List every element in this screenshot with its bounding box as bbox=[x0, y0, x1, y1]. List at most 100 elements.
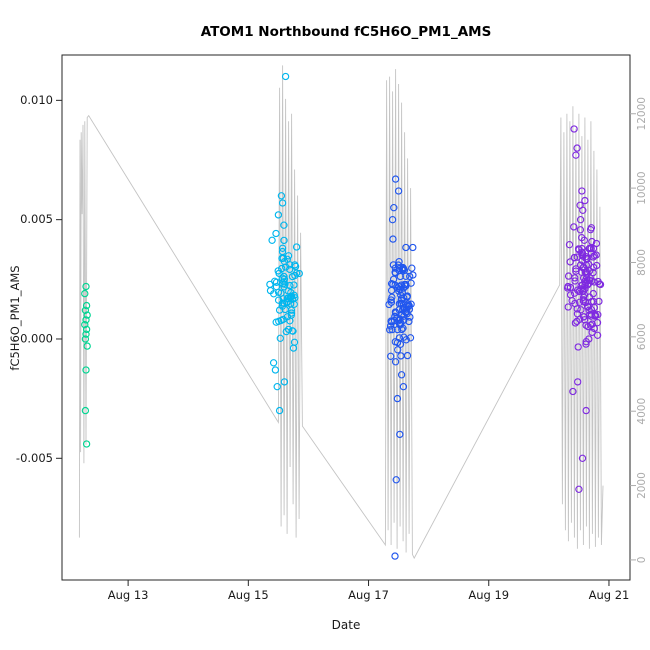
data-point bbox=[572, 151, 580, 159]
data-point bbox=[594, 311, 602, 319]
data-point bbox=[284, 287, 292, 295]
data-point bbox=[587, 249, 596, 257]
data-point bbox=[570, 125, 578, 133]
data-point bbox=[582, 340, 590, 348]
y-left-tick-label: -0.005 bbox=[16, 451, 53, 465]
data-point bbox=[282, 263, 290, 271]
data-point bbox=[394, 187, 403, 195]
data-point bbox=[579, 206, 587, 214]
data-point bbox=[566, 258, 574, 266]
data-point bbox=[81, 306, 90, 314]
x-tick-label: Aug 17 bbox=[348, 588, 389, 602]
x-axis: Aug 13 Aug 15 Aug 17 Aug 19 Aug 21 bbox=[108, 580, 630, 602]
data-point bbox=[280, 278, 288, 286]
data-point bbox=[291, 261, 299, 269]
data-point bbox=[280, 272, 288, 281]
data-point bbox=[402, 280, 410, 289]
data-point bbox=[280, 299, 288, 308]
data-point bbox=[387, 280, 396, 288]
data-point bbox=[589, 268, 597, 277]
data-point bbox=[592, 251, 600, 259]
data-point bbox=[287, 311, 295, 319]
data-point bbox=[269, 359, 278, 367]
y-axis-label: fC5H6O_PM1_AMS bbox=[8, 265, 22, 371]
data-point bbox=[389, 261, 398, 269]
data-point bbox=[574, 343, 582, 351]
chart-title: ATOM1 Northbound fC5H6O_PM1_AMS bbox=[200, 24, 492, 40]
data-point bbox=[399, 324, 407, 332]
data-point bbox=[391, 358, 400, 366]
y-left-tick-label: 0.000 bbox=[20, 331, 53, 345]
data-point bbox=[570, 223, 578, 231]
data-point bbox=[389, 235, 397, 243]
data-point bbox=[406, 272, 414, 281]
data-point bbox=[271, 366, 280, 374]
data-point bbox=[584, 322, 592, 331]
data-point bbox=[571, 277, 579, 285]
data-point bbox=[394, 261, 402, 269]
data-point bbox=[566, 291, 575, 299]
data-point bbox=[273, 383, 281, 391]
x-tick-label: Aug 15 bbox=[228, 588, 269, 602]
data-point bbox=[393, 314, 401, 322]
y-right-tick-label: 12000 bbox=[636, 97, 648, 130]
data-point bbox=[402, 243, 410, 252]
data-point bbox=[82, 301, 91, 310]
points-flight-2 bbox=[266, 72, 303, 415]
data-point bbox=[271, 277, 279, 285]
y-right-tick-label: 2000 bbox=[636, 472, 648, 499]
data-point bbox=[573, 144, 581, 152]
data-point bbox=[573, 310, 582, 318]
data-point bbox=[592, 239, 601, 248]
data-point bbox=[590, 278, 598, 286]
data-point bbox=[397, 352, 405, 360]
data-point bbox=[576, 216, 585, 224]
data-point bbox=[405, 317, 413, 326]
data-point bbox=[386, 322, 395, 330]
data-point bbox=[593, 319, 602, 327]
data-point bbox=[277, 192, 286, 200]
data-point bbox=[575, 485, 583, 493]
data-point bbox=[290, 281, 298, 289]
data-point bbox=[580, 236, 588, 244]
data-point bbox=[400, 312, 408, 320]
data-point bbox=[270, 290, 278, 298]
data-point bbox=[387, 352, 395, 360]
data-point bbox=[81, 289, 89, 298]
data-point bbox=[81, 406, 90, 415]
data-point bbox=[579, 296, 588, 304]
data-point bbox=[393, 394, 402, 403]
data-point bbox=[409, 243, 417, 252]
data-point bbox=[388, 293, 396, 301]
data-point bbox=[565, 241, 574, 249]
data-point bbox=[386, 326, 394, 334]
data-point bbox=[388, 325, 396, 334]
data-point bbox=[573, 253, 581, 261]
data-point bbox=[278, 244, 287, 252]
data-point bbox=[274, 296, 283, 304]
data-point bbox=[280, 258, 289, 266]
data-point bbox=[400, 304, 408, 312]
data-point bbox=[399, 265, 407, 274]
y-axis-right: 0 2000 4000 6000 8000 10000 12000 bbox=[630, 97, 648, 563]
data-point bbox=[82, 325, 91, 334]
data-point bbox=[83, 342, 91, 350]
data-point bbox=[279, 254, 287, 262]
x-tick-label: Aug 21 bbox=[589, 588, 630, 602]
data-point bbox=[574, 378, 582, 386]
data-point bbox=[578, 454, 587, 462]
data-point bbox=[82, 282, 90, 291]
y-right-tick-label: 6000 bbox=[636, 323, 648, 350]
data-point bbox=[275, 317, 283, 325]
data-point bbox=[83, 311, 91, 319]
data-point bbox=[400, 333, 408, 341]
data-point bbox=[289, 344, 298, 352]
data-point bbox=[280, 275, 289, 283]
data-point bbox=[569, 387, 577, 396]
data-point bbox=[286, 265, 294, 274]
points-flight-3 bbox=[385, 175, 417, 560]
data-point bbox=[572, 265, 580, 273]
data-point bbox=[289, 327, 297, 335]
